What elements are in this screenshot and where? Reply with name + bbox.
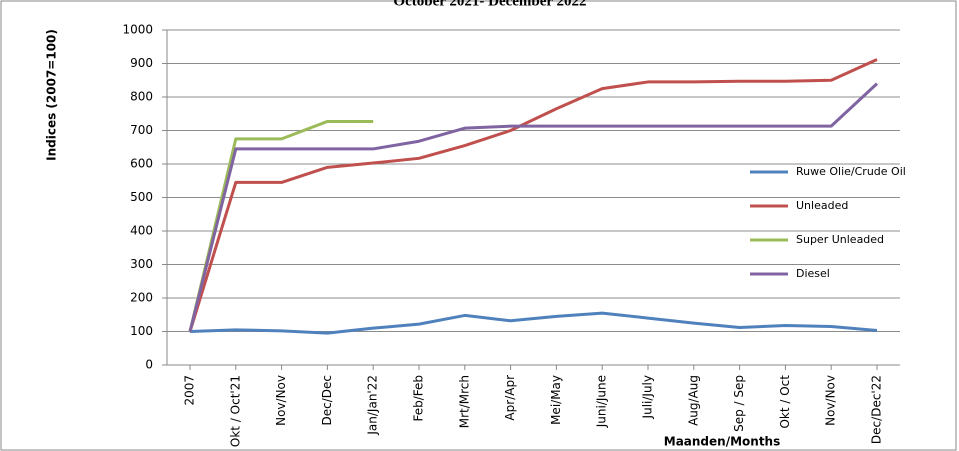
x-tick-label: Jan/Jan'22: [366, 375, 380, 436]
x-tick-label: Mrt/Mrch: [457, 375, 471, 428]
x-tick-label: Aug/Aug: [686, 375, 700, 426]
x-tick-label: Okt / Oct: [778, 375, 792, 429]
x-tick-label: Feb/Feb: [412, 375, 426, 422]
y-tick-label: 900: [130, 56, 153, 70]
x-tick-label: Juni/June: [595, 375, 609, 428]
legend-label: Ruwe Olie/Crude Oil: [796, 165, 906, 178]
series-line: [188, 58, 878, 332]
y-tick-label: 0: [145, 358, 153, 372]
x-tick-label: Dec/Dec'22: [870, 375, 884, 444]
series-line: [188, 82, 879, 332]
series-line: [189, 311, 878, 335]
x-axis-label: Maanden/Months: [664, 435, 780, 449]
legend-label: Diesel: [796, 267, 830, 280]
x-tick-label: Nov/Nov: [274, 375, 288, 426]
y-tick-label: 700: [130, 123, 153, 137]
x-tick-label: Juli/July: [641, 375, 655, 419]
legend-label: Unleaded: [796, 199, 848, 212]
y-tick-label: 400: [130, 224, 153, 238]
y-axis-label: Indices (2007=100): [45, 29, 59, 161]
y-tick-label: 300: [130, 257, 153, 271]
x-tick-label: Apr/Apr: [503, 375, 517, 421]
x-tick-label: Okt / Oct'21: [228, 375, 242, 447]
legend-label: Super Unleaded: [796, 233, 884, 246]
y-tick-label: 100: [130, 324, 153, 338]
y-tick-label: 600: [130, 157, 153, 171]
x-tick-label: Nov/Nov: [824, 375, 838, 426]
y-tick-label: 1000: [122, 23, 153, 37]
chart-title: October 2021- December 2022: [393, 0, 586, 9]
x-tick-label: Dec/Dec: [320, 375, 334, 425]
y-tick-label: 500: [130, 190, 153, 204]
y-tick-label: 800: [130, 90, 153, 104]
x-tick-label: Sep / Sep: [732, 375, 746, 432]
series-line: [188, 119, 374, 332]
y-tick-label: 200: [130, 291, 153, 305]
x-tick-label: Mei/May: [549, 375, 563, 425]
x-tick-label: 2007: [183, 375, 197, 406]
